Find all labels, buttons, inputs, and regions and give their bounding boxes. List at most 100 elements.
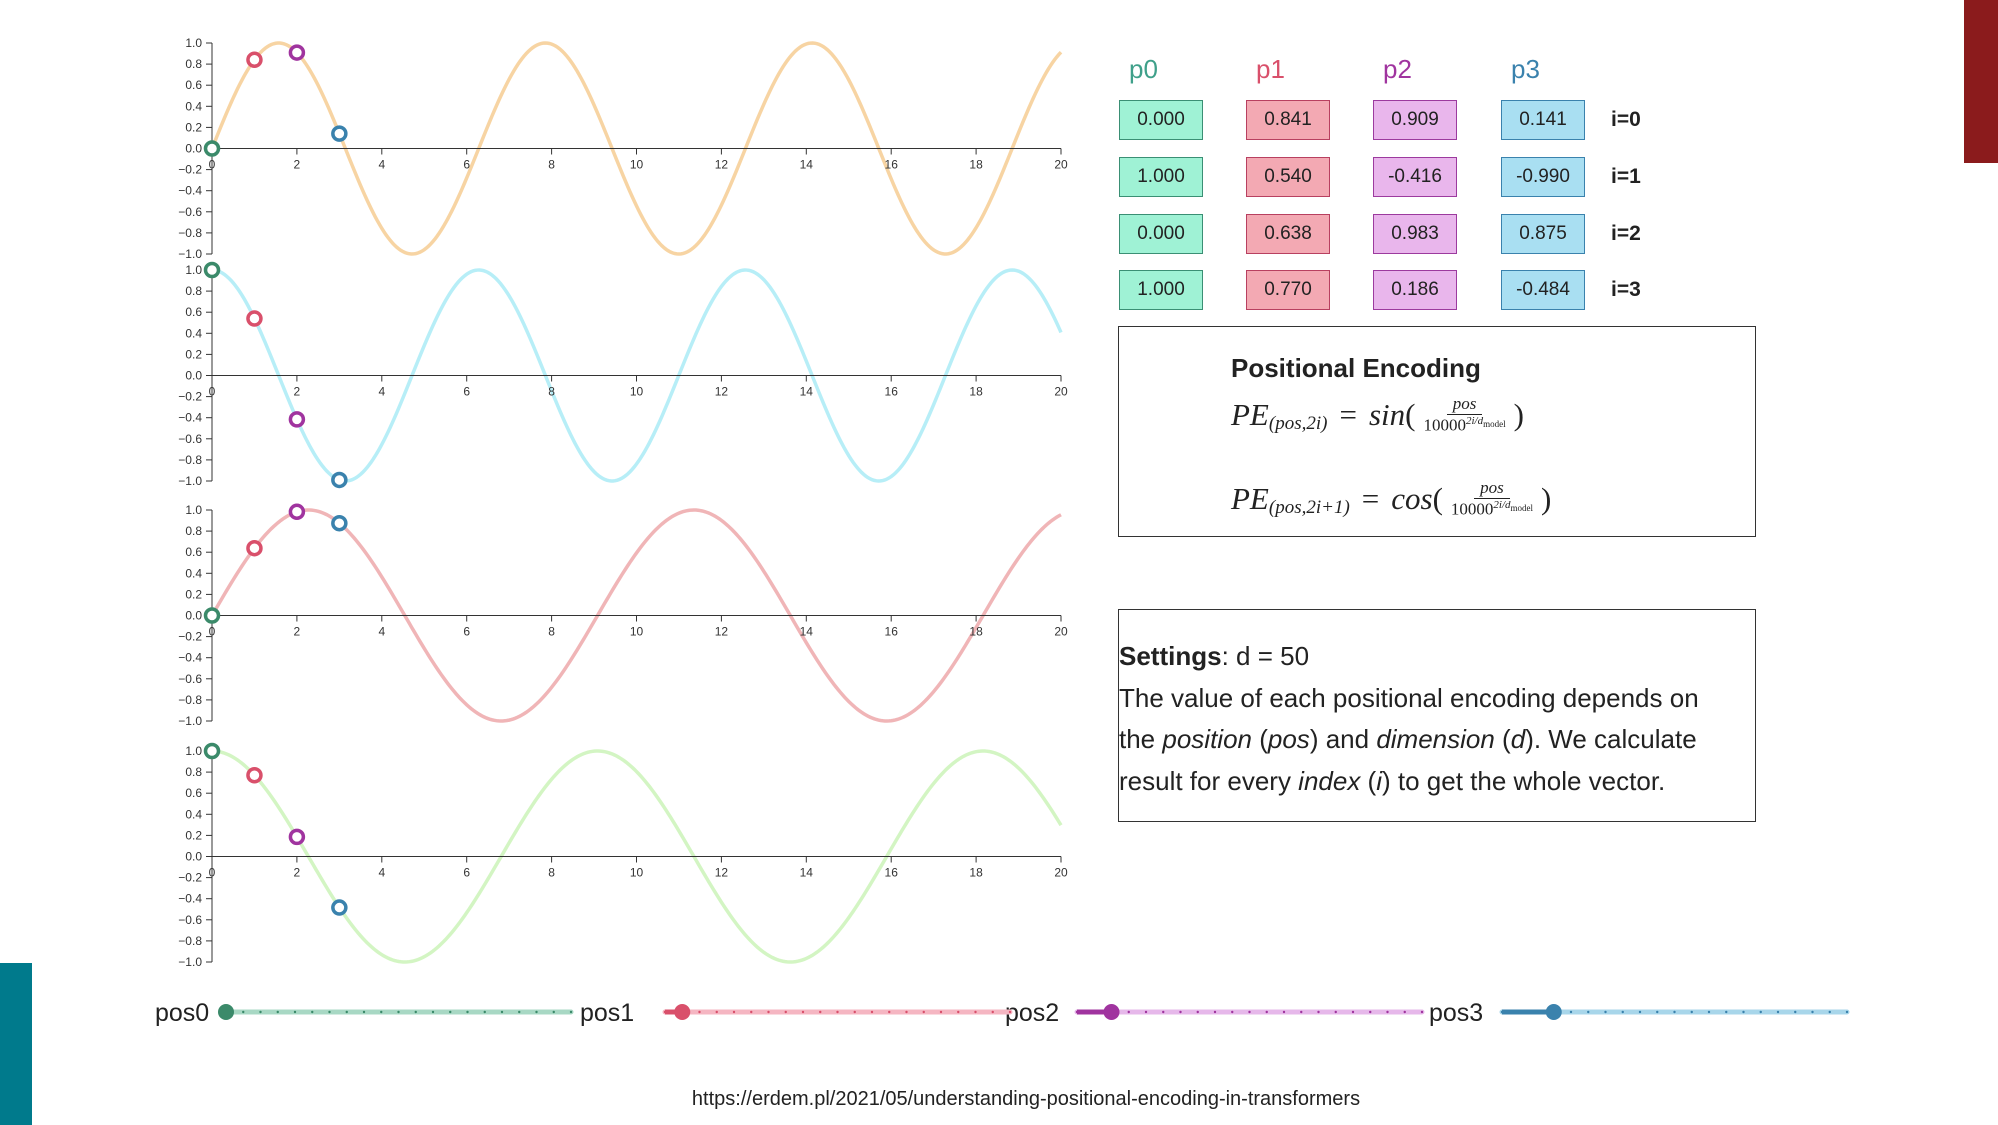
point-p1-i=0 bbox=[246, 51, 263, 69]
y-tick-label: 0.4 bbox=[185, 807, 202, 821]
y-tick-label: 0.6 bbox=[185, 78, 202, 92]
series-line-i=2 bbox=[210, 508, 1062, 723]
y-tick-label: 0.2 bbox=[185, 828, 202, 842]
x-tick-label: 16 bbox=[885, 625, 899, 639]
y-tick-label: 0.6 bbox=[185, 545, 202, 559]
y-tick-label: −1.0 bbox=[178, 714, 202, 728]
y-tick-label: −0.8 bbox=[178, 226, 202, 240]
settings-line-4: result for every index (i) to get the wh… bbox=[1119, 765, 1666, 796]
x-tick-label: 6 bbox=[463, 625, 470, 639]
y-tick-label: −0.8 bbox=[178, 693, 202, 707]
slider-tick bbox=[1690, 1010, 1693, 1014]
slider-tick bbox=[1794, 1010, 1797, 1014]
y-tick-label: 0.8 bbox=[185, 57, 202, 71]
col-header-p3: p3 bbox=[1511, 54, 1540, 84]
slider-pos3[interactable] bbox=[1499, 1004, 1850, 1020]
y-tick-label: 0.0 bbox=[185, 369, 202, 383]
fraction-base: 10000 bbox=[1450, 499, 1494, 519]
point-p1-i=1 bbox=[246, 310, 263, 327]
y-tick-label: 1.0 bbox=[185, 263, 202, 277]
x-tick-label: 10 bbox=[630, 385, 644, 399]
cell-p3-i3: -0.484 bbox=[1501, 270, 1585, 310]
row-label-i2: i=2 bbox=[1611, 222, 1641, 245]
slider-tick bbox=[397, 1010, 400, 1014]
x-tick-label: 0 bbox=[209, 158, 216, 172]
slider-tick bbox=[449, 1010, 452, 1014]
y-tick-label: 1.0 bbox=[185, 36, 202, 50]
point-p1-i=2 bbox=[246, 539, 263, 557]
x-tick-label: 6 bbox=[463, 158, 470, 172]
slider-tick bbox=[362, 1010, 366, 1014]
slider-tick bbox=[1265, 1010, 1268, 1014]
point-p2-i=1 bbox=[288, 411, 306, 428]
slider-tick bbox=[1518, 1010, 1521, 1014]
slider-tick bbox=[836, 1010, 839, 1014]
slider-pos1[interactable] bbox=[662, 1004, 1013, 1020]
slider-tick bbox=[1742, 1010, 1745, 1014]
slider-handle[interactable] bbox=[1103, 1004, 1120, 1020]
position-sliders[interactable] bbox=[0, 990, 1998, 1036]
slider-tick bbox=[276, 1010, 279, 1014]
slider-tick bbox=[991, 1010, 994, 1014]
settings-line-1: Settings: d = 50 bbox=[1119, 636, 1755, 678]
col-header-p1: p1 bbox=[1256, 54, 1285, 84]
slider-handle[interactable] bbox=[1545, 1004, 1562, 1020]
slider-pos0[interactable] bbox=[218, 1004, 574, 1020]
source-url[interactable]: https://erdem.pl/2021/05/understanding-p… bbox=[691, 1088, 1361, 1110]
x-tick-label: 2 bbox=[294, 866, 301, 880]
slider-tick bbox=[259, 1010, 262, 1014]
slider-tick bbox=[1500, 1010, 1504, 1014]
slider-label-pos1: pos1 bbox=[580, 999, 635, 1027]
cos-function: cos bbox=[1391, 481, 1433, 516]
slider-tick bbox=[552, 1010, 555, 1014]
col-header-p2: p2 bbox=[1383, 54, 1412, 84]
slider-tick bbox=[431, 1010, 435, 1014]
y-tick-label: −1.0 bbox=[178, 247, 202, 261]
slider-tick bbox=[1420, 1010, 1424, 1014]
slider-handle[interactable] bbox=[674, 1004, 691, 1020]
slider-tick bbox=[1638, 1010, 1642, 1014]
slider-tick bbox=[1351, 1010, 1355, 1014]
col-header-p0: p0 bbox=[1129, 54, 1158, 84]
x-tick-label: 12 bbox=[715, 625, 729, 639]
y-tick-label: 0.2 bbox=[185, 347, 202, 361]
point-p3-i=3 bbox=[331, 899, 348, 916]
point-p3-i=1 bbox=[331, 471, 348, 489]
slider-handle[interactable] bbox=[218, 1004, 234, 1020]
x-tick-label: 10 bbox=[630, 158, 644, 172]
formula-title: Positional Encoding bbox=[1231, 353, 1481, 383]
x-tick-label: 20 bbox=[1054, 866, 1068, 880]
slider-tick bbox=[1300, 1010, 1303, 1014]
x-tick-label: 2 bbox=[294, 158, 301, 172]
slider-tick bbox=[922, 1010, 925, 1014]
slider-tick bbox=[801, 1010, 805, 1014]
x-tick-label: 16 bbox=[885, 385, 899, 399]
fraction-cos: pos 100002i/dmodel bbox=[1445, 478, 1539, 520]
y-tick-label: 0.4 bbox=[185, 566, 202, 580]
slider-tick bbox=[1196, 1010, 1199, 1014]
slider-tick bbox=[698, 1010, 701, 1014]
slider-tick bbox=[750, 1010, 753, 1014]
cell-p3-i2: 0.875 bbox=[1501, 214, 1585, 254]
slider-pos2[interactable] bbox=[1074, 1004, 1425, 1020]
row-label-i3: i=3 bbox=[1611, 278, 1641, 301]
x-tick-label: 12 bbox=[715, 158, 729, 172]
slider-tick bbox=[1317, 1010, 1320, 1014]
x-tick-label: 12 bbox=[715, 385, 729, 399]
slider-tick bbox=[1776, 1010, 1780, 1014]
settings-line-3: the position (pos) and dimension (d). We… bbox=[1119, 724, 1697, 754]
settings-label: Settings bbox=[1119, 641, 1222, 671]
slider-tick bbox=[1369, 1010, 1372, 1014]
slider-tick bbox=[974, 1010, 977, 1014]
slider-tick bbox=[888, 1010, 891, 1014]
y-tick-label: −1.0 bbox=[178, 474, 202, 488]
y-tick-label: 0.2 bbox=[185, 587, 202, 601]
y-tick-label: 1.0 bbox=[185, 503, 202, 517]
slider-tick bbox=[957, 1010, 960, 1014]
x-tick-label: 4 bbox=[378, 385, 385, 399]
cell-p3-i1: -0.990 bbox=[1501, 157, 1585, 197]
y-tick-label: −0.8 bbox=[178, 934, 202, 948]
slider-tick bbox=[1008, 1010, 1012, 1014]
y-tick-label: 0.0 bbox=[185, 850, 202, 864]
pe-subscript-even: (pos,2i) bbox=[1268, 413, 1328, 434]
